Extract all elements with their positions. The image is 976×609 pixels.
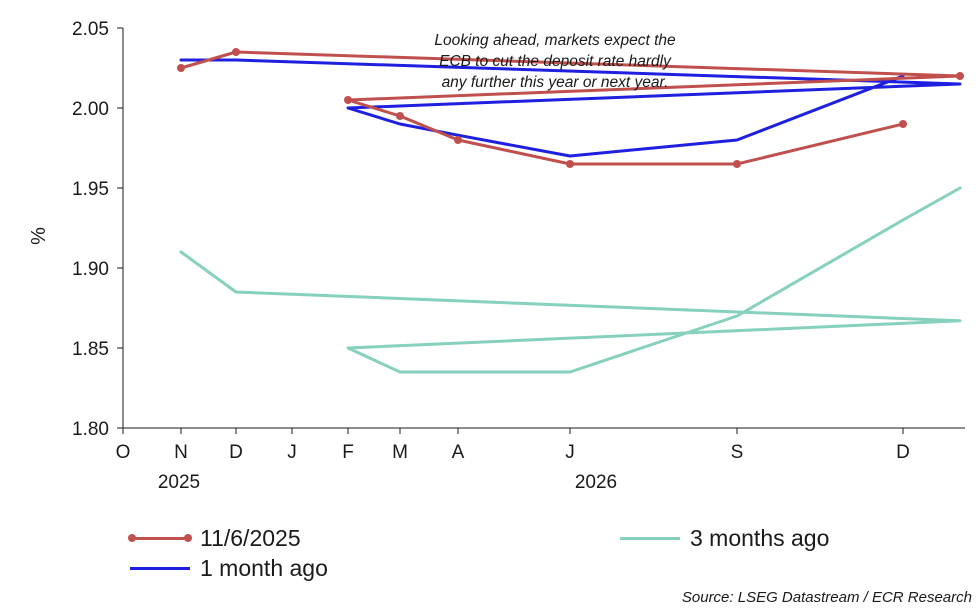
legend-swatch-blue	[130, 567, 190, 570]
x-tick-label: N	[174, 442, 188, 463]
x-tick-label: D	[896, 442, 910, 463]
y-tick-label: 2.00	[72, 99, 109, 120]
x-tick-label: J	[287, 442, 297, 463]
data-point	[396, 112, 404, 120]
y-tick-label: 1.90	[72, 259, 109, 280]
y-tick-label: 1.95	[72, 179, 109, 200]
x-tick-label: A	[452, 442, 465, 463]
legend-item-11-6-2025: 11/6/2025	[128, 525, 301, 552]
annotation-line: ECB to cut the deposit rate hardly	[439, 53, 671, 70]
legend-label: 3 months ago	[690, 525, 830, 551]
series-line	[179, 58, 962, 158]
x-tick-label: D	[229, 442, 243, 463]
legend-item-1-month-ago: 1 month ago	[130, 555, 328, 582]
legend-label: 1 month ago	[200, 555, 328, 581]
series-line	[179, 186, 962, 374]
legend-swatch-teal	[620, 537, 680, 540]
y-axis: 2.05 2.00 1.95 1.90 1.85 1.80	[72, 19, 124, 440]
x-year-label: 2026	[575, 472, 617, 493]
legend-swatch-red	[128, 534, 192, 542]
annotation-line: any further this year or next year.	[441, 74, 669, 91]
y-tick-label: 2.05	[72, 19, 109, 40]
x-year-label: 2025	[158, 472, 200, 493]
x-tick-label: J	[565, 442, 575, 463]
y-axis-label: %	[28, 227, 50, 245]
y-tick-label: 1.85	[72, 339, 109, 360]
data-point	[454, 136, 462, 144]
y-tick-label: 1.80	[72, 419, 109, 440]
x-tick-label: F	[342, 442, 354, 463]
data-point	[733, 160, 741, 168]
annotation-line: Looking ahead, markets expect the	[434, 32, 676, 49]
source-note: Source: LSEG Datastream / ECR Research	[681, 589, 972, 606]
data-point	[566, 160, 574, 168]
data-point	[899, 120, 907, 128]
data-point	[956, 72, 964, 80]
x-axis: O N D J F M A J S D 2025 2026	[116, 427, 965, 493]
data-point	[344, 96, 352, 104]
chart-annotation: Looking ahead, markets expect the ECB to…	[380, 30, 730, 93]
legend-item-3-months-ago: 3 months ago	[620, 525, 829, 552]
x-tick-label: M	[392, 442, 408, 463]
data-point	[232, 48, 240, 56]
x-tick-label: S	[731, 442, 744, 463]
series-layer	[177, 48, 964, 374]
data-point	[177, 64, 185, 72]
x-tick-label: O	[116, 442, 131, 463]
legend-label: 11/6/2025	[200, 525, 301, 551]
